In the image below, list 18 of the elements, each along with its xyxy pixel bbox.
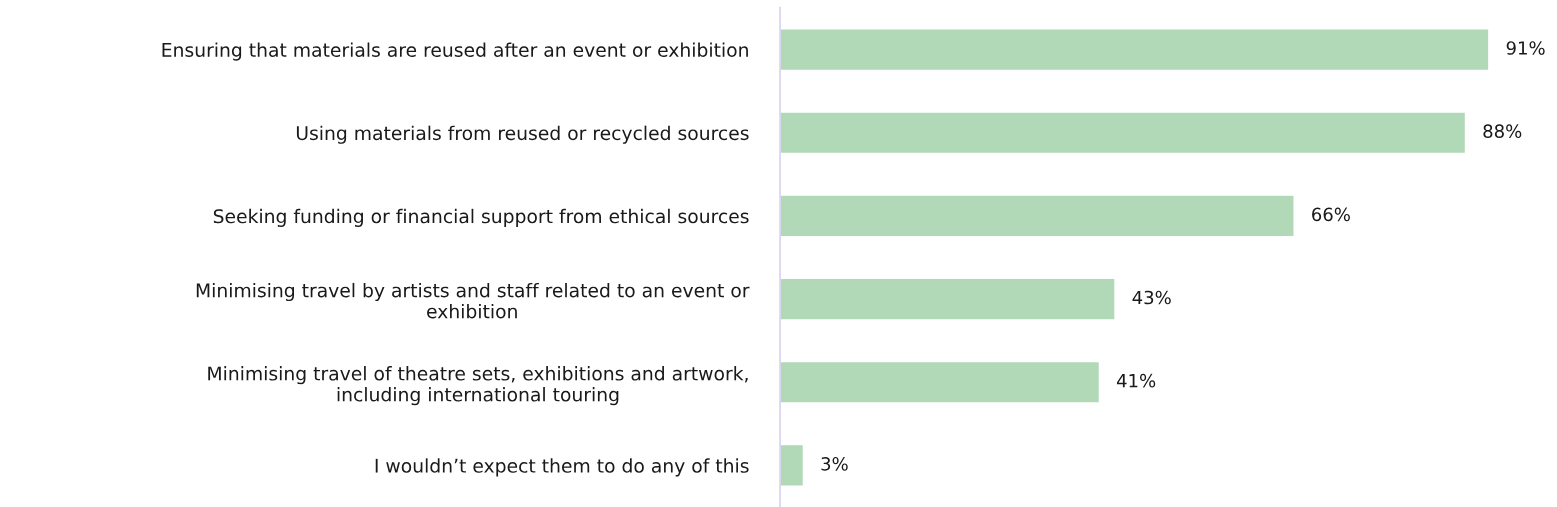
y-tick-label: Ensuring that materials are reused after an event or exhibition xyxy=(162,42,748,61)
data-label: 66% xyxy=(1312,207,1350,222)
y-tick-label: I wouldn’t expect them to do any of this xyxy=(375,458,749,477)
bar xyxy=(780,360,1101,404)
data-label: 88% xyxy=(1483,124,1522,138)
data-label: 43% xyxy=(1132,290,1171,305)
data-label: 41% xyxy=(1116,373,1156,388)
y-tick-label: Minimising travel by artists and staff related to an event or exhibition xyxy=(196,282,750,319)
y-tick-label: Using materials from reused or recycled sources xyxy=(296,125,749,144)
bar xyxy=(780,111,1467,155)
bar xyxy=(780,194,1295,238)
data-label: 3% xyxy=(821,457,848,471)
y-tick-label: Seeking funding or financial support from ethical sources xyxy=(213,208,749,227)
bar xyxy=(780,443,805,487)
bar xyxy=(780,277,1116,321)
data-label: 91% xyxy=(1506,41,1545,55)
y-tick-label: Minimising travel of theatre sets, exhibitions and artwork, including international touring xyxy=(208,366,748,406)
bar xyxy=(780,28,1490,72)
